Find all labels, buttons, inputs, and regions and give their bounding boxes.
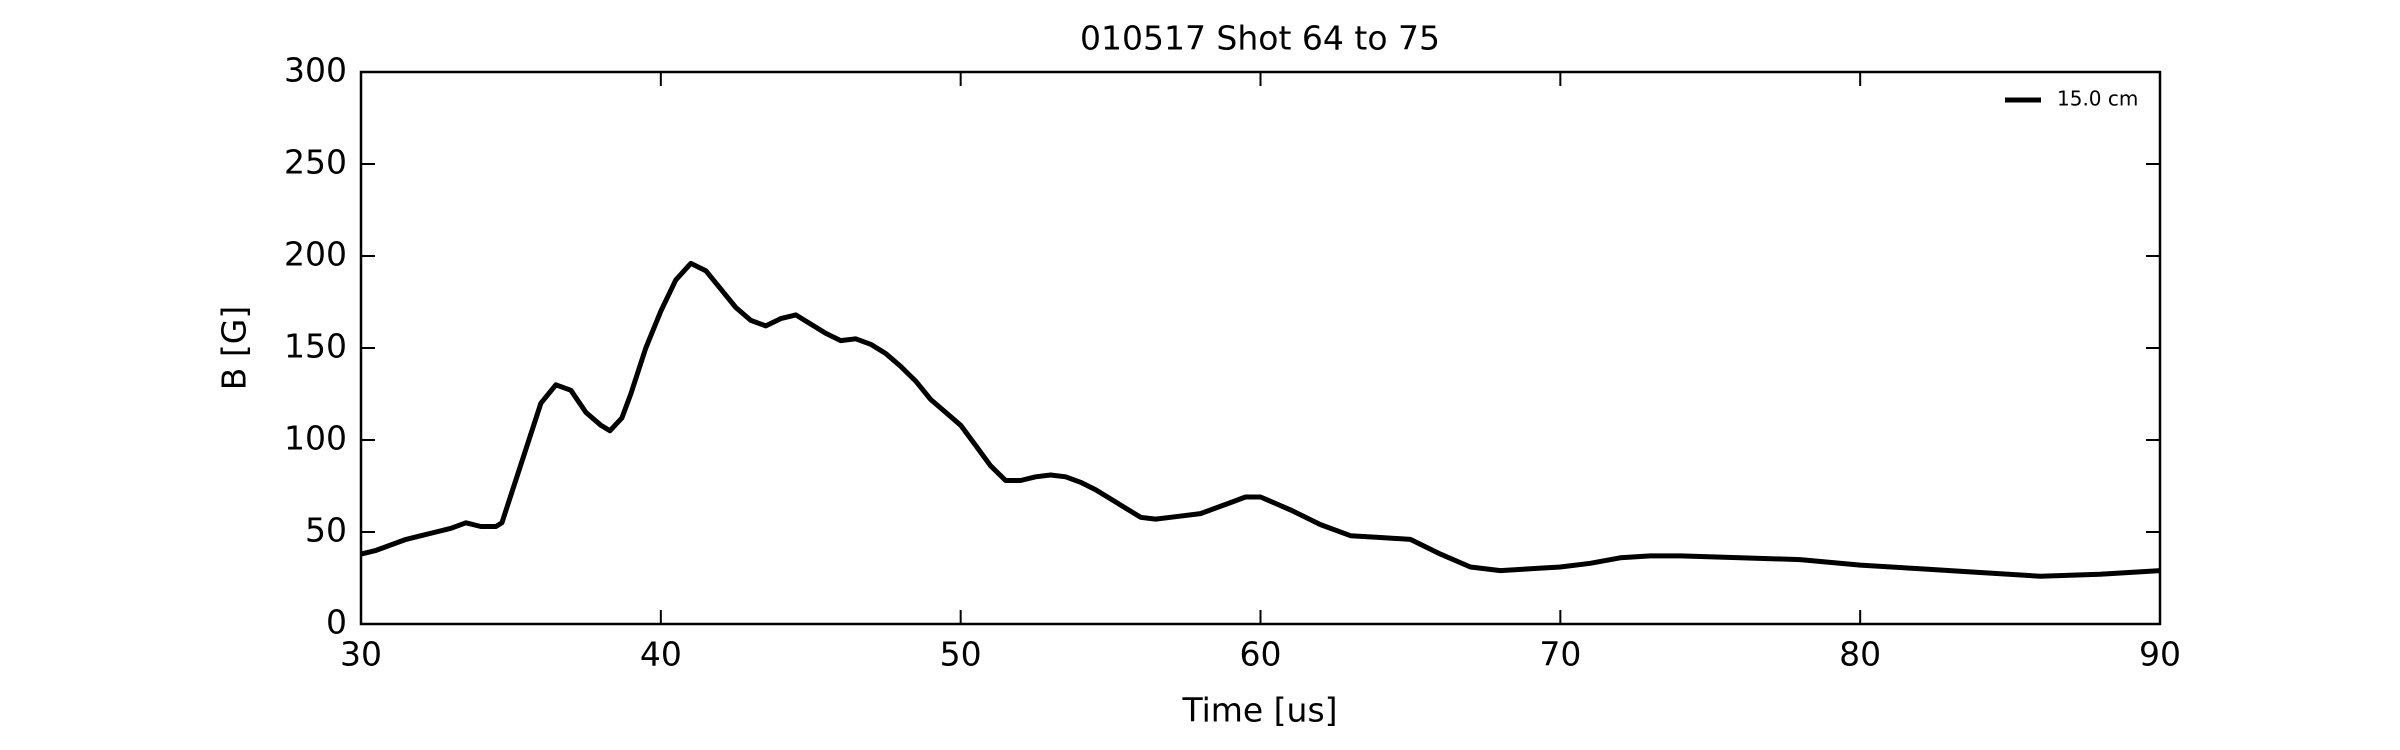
y-axis-label: B [G]: [215, 306, 254, 390]
x-tick-label: 50: [940, 635, 982, 674]
y-tick-label: 300: [284, 51, 347, 90]
data-line: [360, 260, 2161, 579]
y-tick-label: 200: [284, 235, 347, 274]
legend-label: 15.0 cm: [2057, 87, 2138, 111]
x-tick-label: 90: [2139, 635, 2181, 674]
x-tick-label: 30: [340, 635, 382, 674]
x-tick-label: 40: [640, 635, 682, 674]
x-tick-label: 80: [1839, 635, 1881, 674]
y-tick-label: 150: [284, 327, 347, 366]
x-tick-label: 60: [1240, 635, 1282, 674]
y-tick-label: 50: [305, 511, 347, 550]
x-axis-label: Time [us]: [1181, 691, 1337, 730]
chart-title: 010517 Shot 64 to 75: [1080, 19, 1440, 58]
y-tick-label: 100: [284, 419, 347, 458]
x-tick-label: 70: [1539, 635, 1581, 674]
plot-frame: [359, 70, 2162, 626]
y-tick-label: 0: [326, 603, 347, 642]
y-tick-label: 250: [284, 143, 347, 182]
